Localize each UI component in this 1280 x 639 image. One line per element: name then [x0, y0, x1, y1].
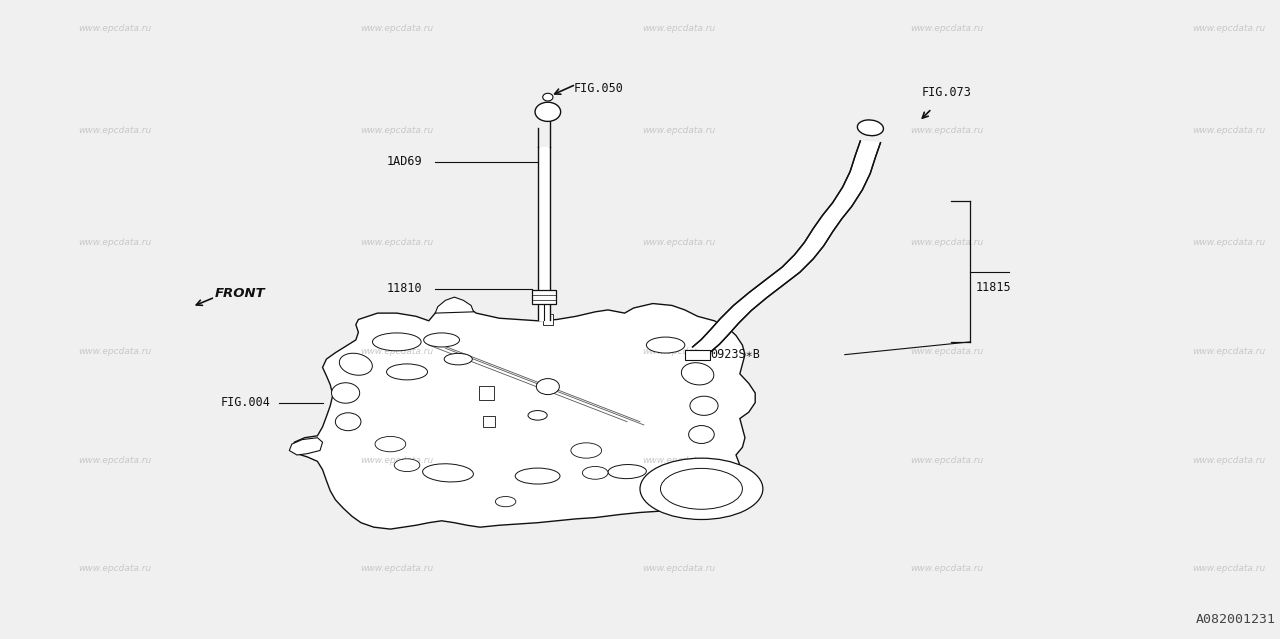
Text: www.epcdata.ru: www.epcdata.ru [360, 238, 434, 247]
Circle shape [660, 468, 742, 509]
Text: www.epcdata.ru: www.epcdata.ru [360, 24, 434, 33]
FancyBboxPatch shape [479, 386, 494, 400]
Text: 11810: 11810 [387, 282, 422, 295]
Text: www.epcdata.ru: www.epcdata.ru [78, 238, 152, 247]
Circle shape [394, 459, 420, 472]
Ellipse shape [676, 461, 708, 474]
Ellipse shape [858, 120, 883, 135]
Text: www.epcdata.ru: www.epcdata.ru [1192, 127, 1266, 135]
Polygon shape [292, 304, 755, 529]
FancyBboxPatch shape [543, 314, 553, 325]
Text: www.epcdata.ru: www.epcdata.ru [910, 238, 984, 247]
Ellipse shape [608, 465, 646, 479]
Ellipse shape [543, 93, 553, 101]
Text: www.epcdata.ru: www.epcdata.ru [641, 24, 716, 33]
Text: www.epcdata.ru: www.epcdata.ru [910, 24, 984, 33]
Ellipse shape [536, 378, 559, 394]
Text: www.epcdata.ru: www.epcdata.ru [78, 24, 152, 33]
Text: FRONT: FRONT [215, 288, 266, 300]
Polygon shape [692, 141, 881, 352]
Ellipse shape [444, 353, 472, 365]
Text: www.epcdata.ru: www.epcdata.ru [641, 238, 716, 247]
Text: www.epcdata.ru: www.epcdata.ru [360, 564, 434, 573]
Ellipse shape [372, 333, 421, 351]
Text: www.epcdata.ru: www.epcdata.ru [1192, 456, 1266, 465]
Text: www.epcdata.ru: www.epcdata.ru [910, 456, 984, 465]
Polygon shape [435, 297, 474, 313]
Text: www.epcdata.ru: www.epcdata.ru [910, 127, 984, 135]
Text: www.epcdata.ru: www.epcdata.ru [78, 127, 152, 135]
Text: FIG.004: FIG.004 [220, 396, 270, 409]
Ellipse shape [387, 364, 428, 380]
Text: www.epcdata.ru: www.epcdata.ru [360, 347, 434, 356]
Ellipse shape [424, 333, 460, 347]
FancyBboxPatch shape [532, 290, 556, 304]
Text: 11815: 11815 [975, 281, 1011, 294]
Ellipse shape [422, 464, 474, 482]
Text: www.epcdata.ru: www.epcdata.ru [641, 127, 716, 135]
Text: www.epcdata.ru: www.epcdata.ru [78, 456, 152, 465]
Text: FIG.050: FIG.050 [573, 82, 623, 95]
Text: www.epcdata.ru: www.epcdata.ru [641, 564, 716, 573]
Text: 0923S∗B: 0923S∗B [710, 348, 760, 361]
FancyBboxPatch shape [483, 416, 495, 427]
Text: www.epcdata.ru: www.epcdata.ru [1192, 24, 1266, 33]
Text: www.epcdata.ru: www.epcdata.ru [1192, 347, 1266, 356]
Ellipse shape [690, 396, 718, 415]
Circle shape [640, 458, 763, 520]
Text: www.epcdata.ru: www.epcdata.ru [641, 347, 716, 356]
Text: FIG.073: FIG.073 [922, 86, 972, 99]
Circle shape [495, 497, 516, 507]
Text: www.epcdata.ru: www.epcdata.ru [78, 564, 152, 573]
Text: www.epcdata.ru: www.epcdata.ru [910, 564, 984, 573]
Circle shape [571, 443, 602, 458]
Ellipse shape [516, 468, 561, 484]
Ellipse shape [339, 353, 372, 375]
Ellipse shape [529, 411, 548, 420]
Text: A082001231: A082001231 [1197, 613, 1276, 626]
Text: www.epcdata.ru: www.epcdata.ru [1192, 564, 1266, 573]
Ellipse shape [332, 383, 360, 403]
Text: www.epcdata.ru: www.epcdata.ru [641, 456, 716, 465]
FancyBboxPatch shape [685, 350, 710, 360]
Text: www.epcdata.ru: www.epcdata.ru [1192, 238, 1266, 247]
Ellipse shape [535, 102, 561, 121]
Ellipse shape [335, 413, 361, 431]
Circle shape [582, 466, 608, 479]
Circle shape [375, 436, 406, 452]
Polygon shape [289, 438, 323, 455]
Ellipse shape [689, 426, 714, 443]
Ellipse shape [646, 337, 685, 353]
Text: www.epcdata.ru: www.epcdata.ru [360, 456, 434, 465]
Text: www.epcdata.ru: www.epcdata.ru [910, 347, 984, 356]
Ellipse shape [681, 363, 714, 385]
Text: www.epcdata.ru: www.epcdata.ru [78, 347, 152, 356]
Text: www.epcdata.ru: www.epcdata.ru [360, 127, 434, 135]
Text: 1AD69: 1AD69 [387, 155, 422, 168]
